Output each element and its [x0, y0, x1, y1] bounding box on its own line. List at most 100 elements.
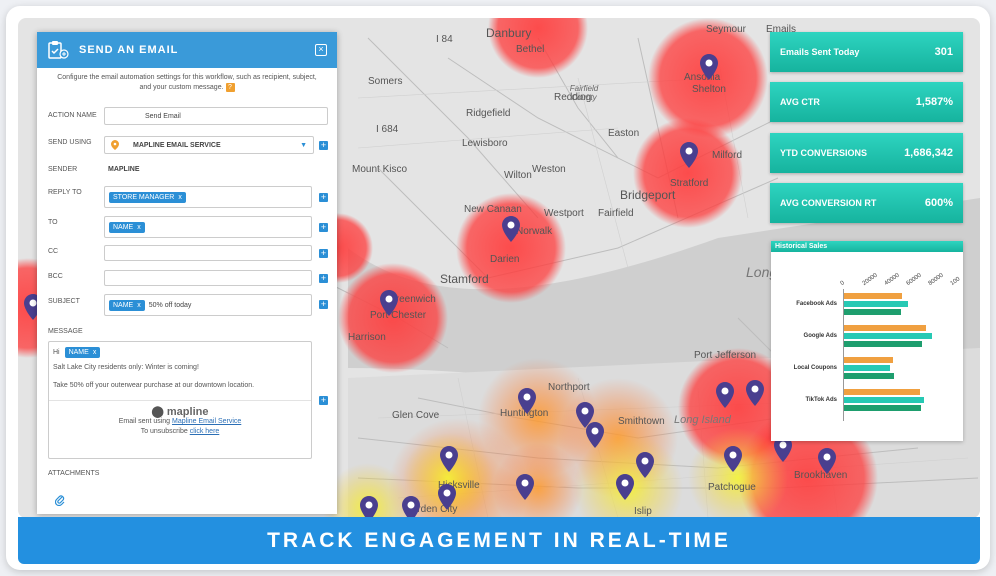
map-pin-icon[interactable] [380, 290, 398, 316]
paperclip-icon[interactable] [55, 494, 65, 506]
chip-remove-icon[interactable]: x [137, 301, 141, 309]
stat-label: AVG CONVERSION RT [780, 198, 877, 208]
bar[interactable] [843, 309, 902, 315]
map-pin-icon[interactable] [716, 382, 734, 408]
map-pin-icon[interactable] [818, 448, 836, 474]
message-editor[interactable]: Hi NAME x Salt Lake City residents only: … [48, 341, 312, 459]
sender-value: MAPLINE [108, 166, 140, 173]
action-name-input[interactable]: Send Email [104, 107, 328, 125]
map-pin-icon[interactable] [746, 380, 764, 406]
mapline-email-service-link[interactable]: Mapline Email Service [172, 418, 242, 425]
map-pin-icon[interactable] [700, 54, 718, 80]
map-pin-icon[interactable] [616, 474, 634, 500]
map-pin-icon[interactable] [438, 484, 456, 510]
footer-unsub: To unsubscribe [140, 428, 188, 435]
to-input[interactable]: NAME x [104, 216, 312, 238]
send-using-value: MAPLINE EMAIL SERVICE [133, 141, 221, 149]
add-cc-button[interactable]: + [319, 248, 328, 258]
place-emails: Emails [766, 24, 797, 35]
place-islip: Islip [634, 506, 652, 517]
stat-label: Emails Sent Today [780, 47, 860, 57]
close-icon[interactable]: × [315, 44, 327, 56]
send-using-select[interactable]: MAPLINE EMAIL SERVICE ▼ [104, 136, 314, 154]
reply-to-input[interactable]: STORE MANAGER x [104, 186, 312, 208]
map-pin-icon[interactable] [516, 474, 534, 500]
map-pin-icon[interactable] [440, 446, 458, 472]
chip-remove-icon[interactable]: x [178, 193, 182, 201]
bar[interactable] [843, 333, 933, 339]
bar[interactable] [843, 365, 891, 371]
bar[interactable] [843, 405, 922, 411]
map-pin-icon[interactable] [724, 446, 742, 472]
stat-value: 1,587% [915, 96, 953, 108]
to-chip[interactable]: NAME x [109, 221, 145, 233]
add-to-button[interactable]: + [319, 222, 328, 232]
place-mount-kisco: Mount Kisco [352, 164, 408, 175]
bcc-input[interactable] [104, 270, 312, 286]
reply-to-chip[interactable]: STORE MANAGER x [109, 191, 186, 203]
footer-sent-line: Email sent using Mapline Email Service [49, 417, 311, 427]
message-greeting: Hi NAME x [49, 342, 311, 361]
bar[interactable] [843, 357, 893, 363]
place-long-island: Long Island [674, 414, 731, 426]
email-footer: ⬤ mapline Email sent using Mapline Email… [49, 400, 311, 437]
bar[interactable] [843, 341, 923, 347]
add-subject-button[interactable]: + [319, 299, 328, 309]
cc-label: CC [48, 248, 59, 255]
place-darien: Darien [490, 254, 520, 265]
axis-tick-label: 40000 [883, 272, 901, 287]
send-using-label: SEND USING [48, 139, 92, 146]
chip-remove-icon[interactable]: x [92, 349, 97, 356]
subject-text: 50% off today [148, 301, 192, 309]
map-pin-icon[interactable] [774, 436, 792, 462]
map-pin-icon[interactable] [402, 496, 420, 518]
location-pin-icon [111, 140, 119, 150]
bar[interactable] [843, 389, 920, 395]
place-huntington: Huntington [500, 408, 549, 419]
place-milford: Milford [712, 150, 743, 161]
screenshot-frame: Danbury Bethel Seymour I 84 Emails Anson… [6, 6, 990, 570]
place-wilton: Wilton [504, 170, 532, 181]
subject-label: SUBJECT [48, 298, 80, 305]
place-northport: Northport [548, 382, 590, 393]
place-fairfield: Fairfield [598, 208, 634, 219]
place-lewisboro: Lewisboro [462, 138, 508, 149]
map-pin-icon[interactable] [576, 402, 594, 428]
message-chip[interactable]: NAME x [64, 347, 101, 358]
stat-avg-ctr: AVG CTR 1,587% [770, 82, 963, 122]
subject-chip[interactable]: NAME x [109, 299, 145, 311]
panel-title: SEND AN EMAIL [79, 44, 179, 56]
map-pin-icon[interactable] [680, 142, 698, 168]
map-pin-icon[interactable] [518, 388, 536, 414]
bar[interactable] [843, 301, 908, 307]
help-icon[interactable]: ? [225, 83, 235, 92]
place-patchogue: Patchogue [708, 482, 756, 493]
stat-label: YTD CONVERSIONS [780, 148, 868, 158]
map-pin-icon[interactable] [502, 216, 520, 242]
add-message-button[interactable]: + [319, 395, 328, 405]
place-westport: Westport [544, 208, 584, 219]
map-pin-icon[interactable] [586, 422, 604, 448]
brand-text: mapline [166, 406, 209, 418]
clipboard-email-icon [48, 41, 69, 59]
add-send-using-button[interactable]: + [319, 140, 328, 150]
bar[interactable] [843, 293, 903, 299]
category-label: TikTok Ads [805, 397, 837, 403]
stat-avg-conversion-rt: AVG CONVERSION RT 600% [770, 183, 963, 223]
place-hicksville: Hicksville [438, 480, 480, 491]
unsubscribe-link[interactable]: click here [189, 428, 220, 435]
chip-remove-icon[interactable]: x [137, 223, 141, 231]
place-norwalk: Norwalk [516, 226, 553, 237]
bar[interactable] [843, 325, 926, 331]
bar[interactable] [843, 397, 925, 403]
place-stamford: Stamford [440, 272, 489, 286]
bar[interactable] [843, 373, 894, 379]
map-pin-icon[interactable] [360, 496, 378, 518]
subject-input[interactable]: NAME x 50% off today [104, 294, 312, 316]
chip-label: NAME [113, 223, 134, 231]
cc-input[interactable] [104, 245, 312, 261]
stat-emails-sent: Emails Sent Today 301 [770, 32, 963, 72]
add-reply-to-button[interactable]: + [319, 192, 328, 202]
map-pin-icon[interactable] [636, 452, 654, 478]
add-bcc-button[interactable]: + [319, 273, 328, 283]
